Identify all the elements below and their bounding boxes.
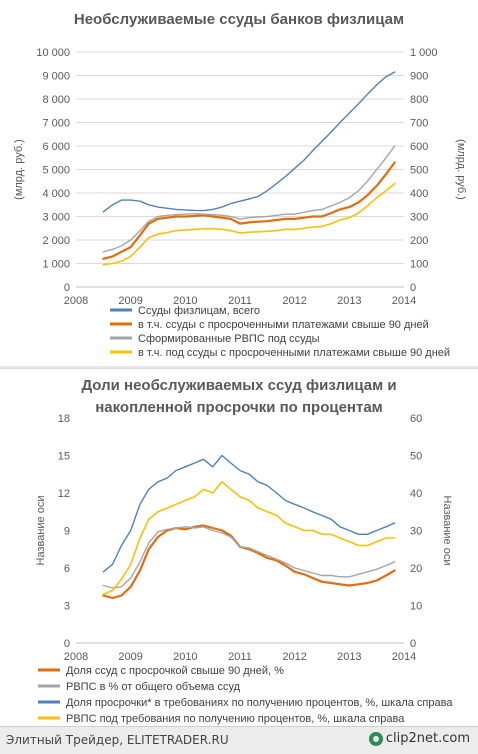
chart-1-y-right-tick-label: 500 xyxy=(410,165,428,177)
chart-1-y-right-tick-label: 100 xyxy=(410,259,428,271)
chart-1-series-4-line xyxy=(102,182,396,266)
chart-2-y-left-tick-label: 18 xyxy=(58,413,70,425)
chart-1-y-right-tick-label: 400 xyxy=(410,188,428,200)
chart-1-legend-label-2: в т.ч. ссуды с просроченными платежами с… xyxy=(138,319,429,331)
chart-2-y-left-tick-label: 6 xyxy=(64,563,70,575)
panel-separator xyxy=(0,366,478,368)
chart-2-legend-label-4: РВПС под требования по получению процент… xyxy=(66,713,405,725)
chart-2-canvas: Доли необслуживаемых ссуд физлицам и нако… xyxy=(35,377,453,725)
chart-1-y-left-tick-label: 0 xyxy=(64,282,70,294)
chart-2-y-right-tick-label: 40 xyxy=(410,488,422,500)
chart-2-x-tick-label: 2014 xyxy=(392,651,416,663)
footer-source-text: Элитный Трейдер, ELITETRADER.RU xyxy=(6,733,229,747)
chart-2-y-right-tick-label: 20 xyxy=(410,563,422,575)
chart-1-y-right-tick-label: 300 xyxy=(410,212,428,224)
chart-1-y-left-tick-label: 1 000 xyxy=(42,259,70,271)
chart-2-y-left-tick-label: 12 xyxy=(58,488,70,500)
chart-1-y-left-tick-label: 9 000 xyxy=(42,71,70,83)
chart-2-y-right-tick-label: 10 xyxy=(410,601,422,613)
chart-1-legend-label-3: Сформированные РВПС под ссуды xyxy=(138,333,320,345)
chart-1-y-right-tick-label: 900 xyxy=(410,71,428,83)
chart-1-x-tick-label: 2008 xyxy=(64,295,88,307)
chart-2-y-right-tick-label: 60 xyxy=(410,413,422,425)
chart-1-y-right-axis-title: (млрд. руб.) xyxy=(455,139,467,200)
footer-bar: Элитный Трейдер, ELITETRADER.RU clip2net… xyxy=(0,726,478,754)
chart-2-y-right-tick-label: 0 xyxy=(410,638,416,650)
chart-2-title-line-0: Доли необслуживаемых ссуд физлицам и xyxy=(81,377,396,394)
chart-2-x-tick-label: 2012 xyxy=(282,651,306,663)
clip2net-logo-icon xyxy=(368,731,383,746)
chart-1-series-1-line xyxy=(102,71,396,213)
chart-1-y-left-tick-label: 6 000 xyxy=(42,141,70,153)
chart-1-y-right-tick-label: 800 xyxy=(410,94,428,106)
chart-1-y-left-tick-label: 3 000 xyxy=(42,212,70,224)
chart-2-y-left-tick-label: 9 xyxy=(64,526,70,538)
chart-1-x-tick-label: 2011 xyxy=(228,295,252,307)
chart-1-legend-label-4: в т.ч. под ссуды с просроченными платежа… xyxy=(138,347,450,359)
chart-2-x-tick-label: 2011 xyxy=(228,651,252,663)
chart-2-legend-label-3: Доля просрочки* в требованиях по получен… xyxy=(66,697,453,709)
chart-1-canvas: Необслуживаемые ссуды банков физлицам 0 1 … xyxy=(13,11,467,359)
chart-2-legend-label-2: РВПС в % от общего объема ссуд xyxy=(66,681,241,693)
chart-1-y-left-tick-label: 8 000 xyxy=(42,94,70,106)
footer-watermark-text: clip2net.com xyxy=(385,731,470,746)
footer-watermark[interactable]: clip2net.com xyxy=(368,731,470,746)
chart-1-series-2-line xyxy=(102,161,396,260)
chart-2-y-left-tick-label: 15 xyxy=(58,451,70,463)
chart-2-y-right-tick-label: 30 xyxy=(410,526,422,538)
chart-1-y-right-tick-label: 0 xyxy=(410,282,416,294)
chart-1-y-right-tick-label: 700 xyxy=(410,118,428,130)
chart-1-title-line-0: Необслуживаемые ссуды банков физлицам xyxy=(74,11,404,28)
chart-2-x-tick-label: 2010 xyxy=(173,651,197,663)
chart-1-x-tick-label: 2010 xyxy=(173,295,197,307)
chart-1-y-right-tick-label: 600 xyxy=(410,141,428,153)
chart-2-y-right-axis-title: Название оси xyxy=(441,496,453,566)
chart-2-y-right-tick-label: 50 xyxy=(410,451,422,463)
chart-1-series-3-line xyxy=(102,145,396,253)
chart-1-y-right-tick-label: 200 xyxy=(410,235,428,247)
chart-1-y-left-tick-label: 4 000 xyxy=(42,188,70,200)
chart-2-series-1-line xyxy=(102,524,396,600)
chart-1-y-right-tick-label: 1 000 xyxy=(410,47,438,59)
chart-2-legend-label-1: Доля ссуд с просрочкой свыше 90 дней, % xyxy=(66,665,284,677)
chart-1-x-tick-label: 2014 xyxy=(392,295,416,307)
chart-panel-1: Необслуживаемые ссуды банков физлицам 0 1 … xyxy=(0,0,478,368)
chart-2-x-tick-label: 2013 xyxy=(337,651,361,663)
chart-2-series-3-line xyxy=(102,454,396,573)
chart-2-y-left-tick-label: 3 xyxy=(64,601,70,613)
chart-1-y-left-tick-label: 7 000 xyxy=(42,118,70,130)
chart-1-x-tick-label: 2012 xyxy=(282,295,306,307)
chart-1-y-left-tick-label: 10 000 xyxy=(36,47,70,59)
chart-1-y-left-tick-label: 2 000 xyxy=(42,235,70,247)
chart-2-y-left-axis-title: Название оси xyxy=(35,496,47,566)
chart-2-x-tick-label: 2008 xyxy=(64,651,88,663)
chart-1-legend-label-1: Ссуды физлицам, всего xyxy=(138,305,260,317)
chart-2-title-line-1: накопленной просрочки по процентам xyxy=(95,399,383,416)
chart-1-y-left-axis-title: (млрд. руб.) xyxy=(13,139,25,200)
chart-2-series-2-line xyxy=(102,526,396,589)
chart-2-series-4-line xyxy=(102,481,396,596)
chart-1-x-tick-label: 2009 xyxy=(118,295,142,307)
chart-panel-2: Доли необслуживаемых ссуд физлицам и нако… xyxy=(0,368,478,727)
chart-2-y-left-tick-label: 0 xyxy=(64,638,70,650)
chart-2-x-tick-label: 2009 xyxy=(118,651,142,663)
chart-1-y-left-tick-label: 5 000 xyxy=(42,165,70,177)
chart-1-x-tick-label: 2013 xyxy=(337,295,361,307)
